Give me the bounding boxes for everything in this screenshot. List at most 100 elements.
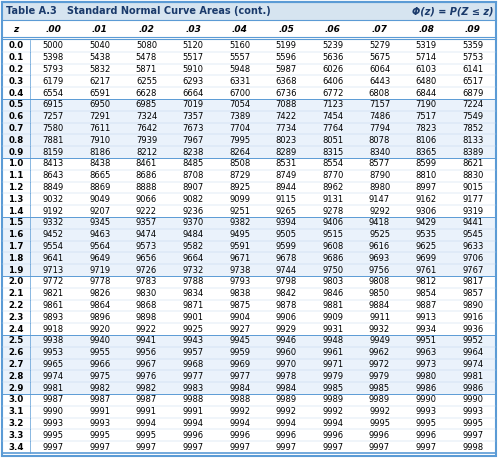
Text: 9535: 9535 [415, 230, 437, 239]
Text: 9699: 9699 [415, 254, 437, 263]
Text: 7389: 7389 [229, 112, 250, 121]
Text: 9987: 9987 [43, 395, 64, 404]
Text: .06: .06 [325, 25, 341, 34]
Text: 6406: 6406 [322, 77, 344, 86]
Text: 9382: 9382 [229, 218, 250, 228]
Text: 1.6: 1.6 [8, 230, 24, 239]
Text: 8023: 8023 [276, 136, 297, 145]
Text: 9292: 9292 [369, 207, 390, 216]
Text: 9918: 9918 [43, 325, 64, 333]
Text: 9946: 9946 [276, 336, 297, 345]
Text: 9990: 9990 [462, 395, 483, 404]
Text: 9222: 9222 [136, 207, 157, 216]
Text: 8770: 8770 [322, 171, 344, 180]
Text: 9875: 9875 [229, 301, 250, 310]
Text: 9997: 9997 [415, 442, 437, 452]
Text: 7642: 7642 [136, 124, 157, 133]
Text: .00: .00 [45, 25, 61, 34]
Text: 9990: 9990 [416, 395, 437, 404]
Text: 9981: 9981 [462, 372, 483, 381]
Text: 9738: 9738 [229, 266, 250, 275]
Text: 9993: 9993 [462, 407, 483, 416]
Text: 5000: 5000 [43, 41, 64, 50]
Text: 9693: 9693 [369, 254, 390, 263]
Text: 5080: 5080 [136, 41, 157, 50]
Text: 9927: 9927 [229, 325, 250, 333]
Text: 9913: 9913 [415, 313, 437, 322]
Text: 9992: 9992 [369, 407, 390, 416]
Text: 9997: 9997 [43, 442, 64, 452]
Text: 9974: 9974 [462, 360, 483, 369]
Text: 9934: 9934 [415, 325, 437, 333]
Text: 6517: 6517 [462, 77, 484, 86]
Text: 9969: 9969 [229, 360, 250, 369]
Bar [2, 76, 496, 87]
Bar [2, 323, 496, 335]
Text: 2.3: 2.3 [8, 313, 24, 322]
Text: 9936: 9936 [462, 325, 484, 333]
Bar [2, 394, 496, 406]
Text: 2.7: 2.7 [8, 360, 24, 369]
Text: 7794: 7794 [369, 124, 390, 133]
Text: 7257: 7257 [43, 112, 64, 121]
Text: 9641: 9641 [43, 254, 64, 263]
Text: 9992: 9992 [322, 407, 344, 416]
Text: 6103: 6103 [415, 65, 437, 74]
Text: 9868: 9868 [136, 301, 157, 310]
Text: 9726: 9726 [136, 266, 157, 275]
Text: 9625: 9625 [415, 242, 437, 251]
Text: 1.1: 1.1 [8, 171, 24, 180]
Text: 9418: 9418 [369, 218, 390, 228]
Text: 9991: 9991 [136, 407, 157, 416]
Text: 9957: 9957 [183, 348, 204, 357]
Text: 6915: 6915 [43, 100, 64, 109]
Text: 9968: 9968 [182, 360, 204, 369]
Text: 9783: 9783 [136, 278, 157, 286]
Text: 9977: 9977 [182, 372, 204, 381]
Text: .02: .02 [138, 25, 154, 34]
Text: 6736: 6736 [275, 88, 297, 98]
Text: 2.8: 2.8 [8, 372, 24, 381]
Text: 9803: 9803 [322, 278, 344, 286]
Text: 8869: 8869 [89, 183, 111, 192]
Text: 9732: 9732 [182, 266, 204, 275]
Text: 9177: 9177 [462, 195, 484, 204]
Text: 5319: 5319 [415, 41, 437, 50]
Text: 9115: 9115 [276, 195, 297, 204]
Text: 9192: 9192 [43, 207, 64, 216]
Text: 9474: 9474 [136, 230, 157, 239]
Text: 5675: 5675 [369, 53, 390, 62]
Text: 9994: 9994 [322, 419, 344, 428]
Text: 7054: 7054 [229, 100, 250, 109]
Bar [2, 359, 496, 371]
Text: 1.4: 1.4 [8, 207, 24, 216]
Text: 9951: 9951 [416, 336, 437, 345]
Text: 7157: 7157 [369, 100, 390, 109]
Text: 9985: 9985 [369, 384, 390, 393]
Text: 9992: 9992 [276, 407, 297, 416]
Text: 5753: 5753 [462, 53, 484, 62]
Text: 9878: 9878 [275, 301, 297, 310]
Text: 9896: 9896 [89, 313, 111, 322]
Text: 6554: 6554 [43, 88, 64, 98]
Text: 2.2: 2.2 [8, 301, 24, 310]
Text: 7224: 7224 [462, 100, 483, 109]
Bar [2, 2, 496, 20]
Text: 9525: 9525 [369, 230, 390, 239]
Text: 9993: 9993 [89, 419, 111, 428]
Bar [2, 229, 496, 240]
Text: 7190: 7190 [415, 100, 437, 109]
Text: 9850: 9850 [369, 289, 390, 298]
Text: 8790: 8790 [369, 171, 390, 180]
Text: 9015: 9015 [462, 183, 483, 192]
Text: 9854: 9854 [415, 289, 437, 298]
Text: 8665: 8665 [89, 171, 111, 180]
Text: 9938: 9938 [43, 336, 64, 345]
Bar [2, 87, 496, 99]
Text: 9861: 9861 [43, 301, 64, 310]
Text: 9978: 9978 [276, 372, 297, 381]
Text: 9953: 9953 [43, 348, 64, 357]
Text: 9904: 9904 [229, 313, 250, 322]
Text: 9991: 9991 [183, 407, 204, 416]
Text: z: z [13, 25, 18, 34]
